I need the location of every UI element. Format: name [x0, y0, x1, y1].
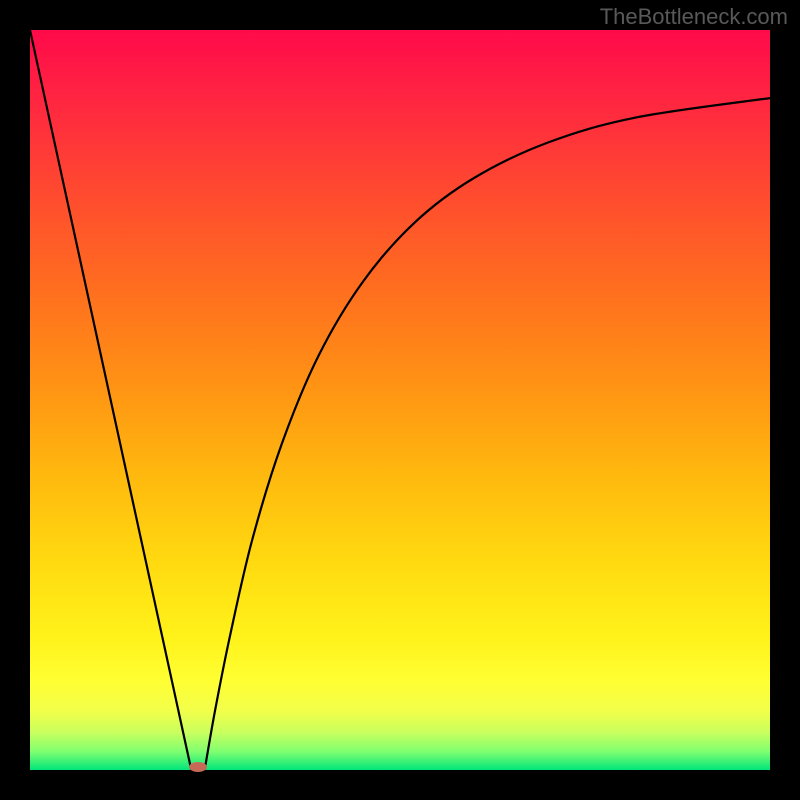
watermark-text: TheBottleneck.com [600, 4, 788, 30]
chart-stage: TheBottleneck.com [0, 0, 800, 800]
plot-area [30, 30, 770, 770]
bottleneck-curve [30, 30, 770, 770]
optimum-marker [189, 762, 207, 772]
